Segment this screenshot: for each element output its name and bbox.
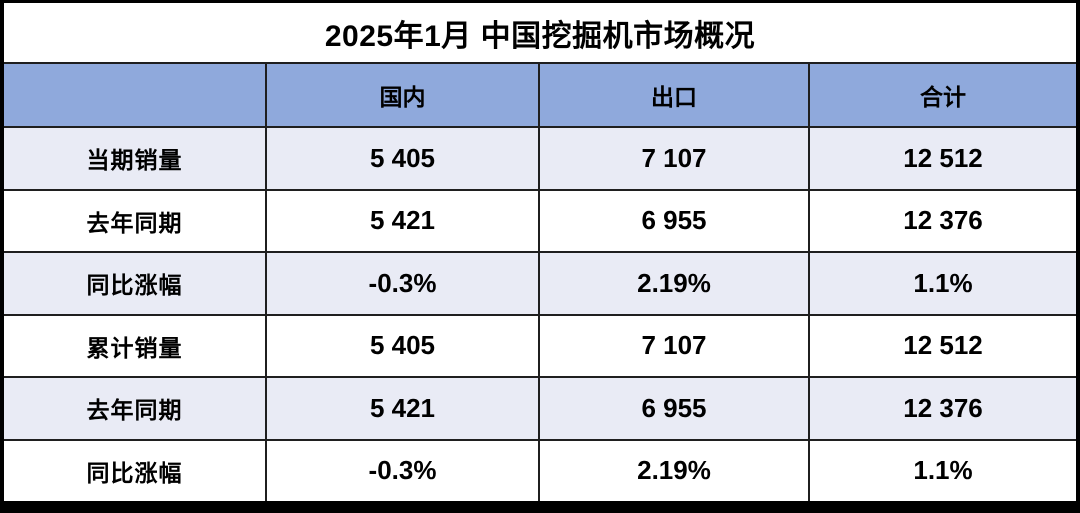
cell-domestic: -0.3%	[265, 253, 538, 314]
cell-export: 7 107	[538, 128, 808, 189]
cell-domestic: 5 405	[265, 315, 538, 376]
row-label: 同比涨幅	[86, 272, 183, 299]
cell-domestic: -0.3%	[265, 440, 538, 501]
cell-total: 12 376	[808, 190, 1076, 251]
cell-total: 1.1%	[808, 440, 1076, 501]
cell-domestic: 5 405	[265, 128, 538, 189]
cell-domestic: 5 421	[265, 378, 538, 439]
row-label: 累计销量	[86, 334, 183, 361]
cell-export: 2.19%	[538, 440, 808, 501]
table-row-last-year-same-period: 去年同期 5 421 6 955 12 376	[4, 188, 1076, 251]
page-title: 2025年1月 中国挖掘机市场概况	[324, 19, 756, 53]
table-row-yoy-change: 同比涨幅 -0.3% 2.19% 1.1%	[4, 251, 1076, 314]
cell-export: 6 955	[538, 378, 808, 439]
cell-total: 12 376	[808, 378, 1076, 439]
cell-export: 7 107	[538, 315, 808, 376]
header-cell-blank	[4, 64, 265, 126]
table-row-last-year-same-period-cumulative: 去年同期 5 421 6 955 12 376	[4, 376, 1076, 439]
cell-domestic: 5 421	[265, 190, 538, 251]
cell-total: 12 512	[808, 315, 1076, 376]
header-cell-domestic: 国内	[265, 64, 538, 126]
cell-total: 12 512	[808, 128, 1076, 189]
row-label: 同比涨幅	[86, 459, 183, 486]
header-cell-total: 合计	[808, 64, 1076, 126]
header-cell-export: 出口	[538, 64, 808, 126]
table-title-row: 2025年1月 中国挖掘机市场概况	[4, 3, 1076, 62]
row-label: 当期销量	[86, 147, 183, 174]
cell-export: 6 955	[538, 190, 808, 251]
table-row-yoy-change-cumulative: 同比涨幅 -0.3% 2.19% 1.1%	[4, 438, 1076, 501]
cell-export: 2.19%	[538, 253, 808, 314]
table-row-cumulative-sales: 累计销量 5 405 7 107 12 512	[4, 313, 1076, 376]
table-row-current-sales: 当期销量 5 405 7 107 12 512	[4, 126, 1076, 189]
cell-total: 1.1%	[808, 253, 1076, 314]
table-header-row: 国内 出口 合计	[4, 62, 1076, 126]
row-label: 去年同期	[86, 397, 183, 424]
row-label: 去年同期	[86, 209, 183, 236]
